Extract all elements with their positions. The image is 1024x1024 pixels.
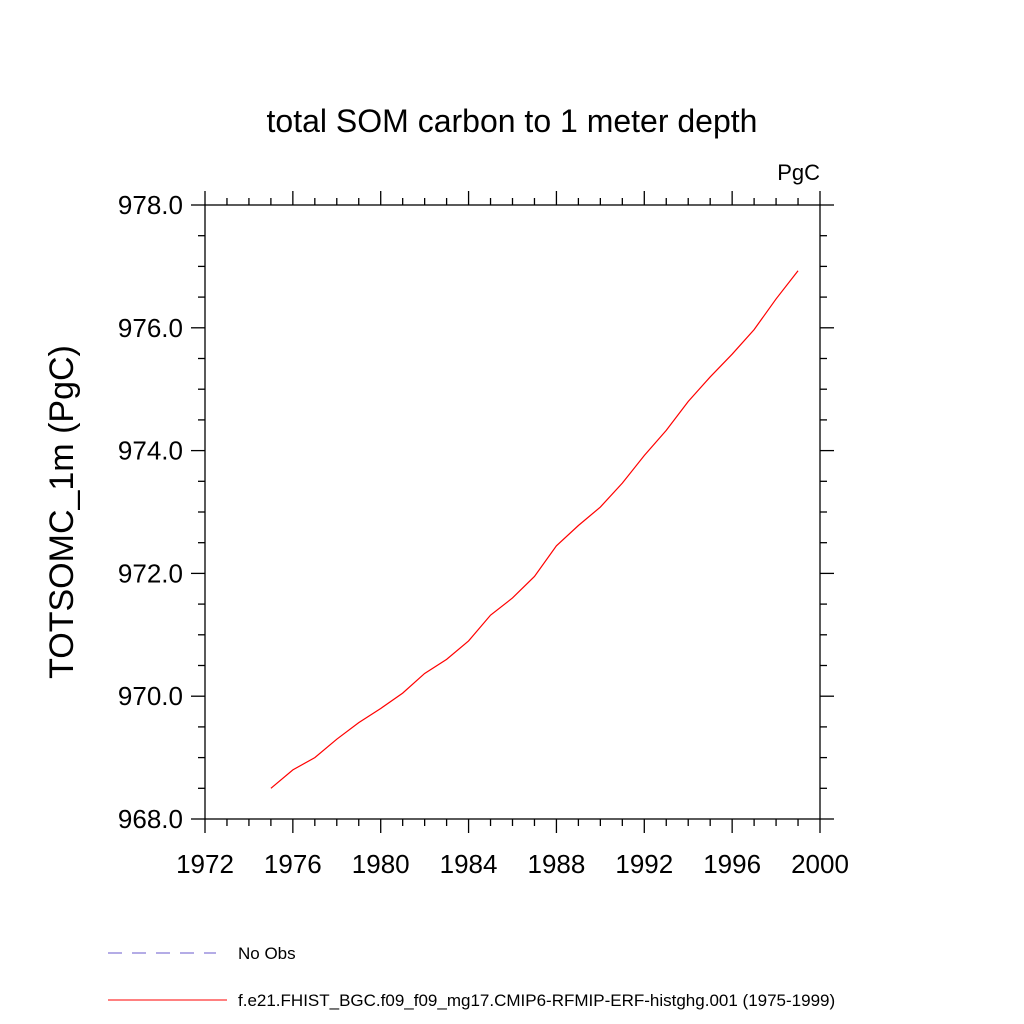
- series-line-0: [270, 270, 799, 789]
- y-tick-label: 974.0: [118, 436, 183, 466]
- x-tick-label: 1984: [440, 849, 498, 879]
- x-tick-label: 1996: [703, 849, 761, 879]
- legend-label-no-obs: No Obs: [238, 944, 296, 963]
- y-axis-label: TOTSOMC_1m (PgC): [43, 345, 81, 679]
- x-tick-label: 1992: [615, 849, 673, 879]
- y-tick-label: 970.0: [118, 681, 183, 711]
- y-tick-label: 976.0: [118, 313, 183, 343]
- axis-ticks: [191, 191, 834, 833]
- series-layer: [270, 270, 799, 789]
- y-tick-label: 968.0: [118, 804, 183, 834]
- y-tick-labels: 968.0 970.0 972.0 974.0 976.0 978.0: [118, 190, 183, 834]
- x-tick-label: 1976: [264, 849, 322, 879]
- plot-frame: [204, 204, 821, 820]
- x-tick-label: 1972: [176, 849, 234, 879]
- x-tick-labels: 1972 1976 1980 1984 1988 1992 1996 2000: [176, 849, 849, 879]
- y-tick-label: 972.0: [118, 558, 183, 588]
- x-tick-label: 1988: [528, 849, 586, 879]
- legend-label-model-run: f.e21.FHIST_BGC.f09_f09_mg17.CMIP6-RFMIP…: [238, 991, 835, 1010]
- x-tick-label: 1980: [352, 849, 410, 879]
- y-tick-label: 978.0: [118, 190, 183, 220]
- x-tick-label: 2000: [791, 849, 849, 879]
- chart-title: total SOM carbon to 1 meter depth: [267, 103, 758, 139]
- units-label: PgC: [777, 160, 820, 185]
- legend: No Obs f.e21.FHIST_BGC.f09_f09_mg17.CMIP…: [108, 944, 835, 1010]
